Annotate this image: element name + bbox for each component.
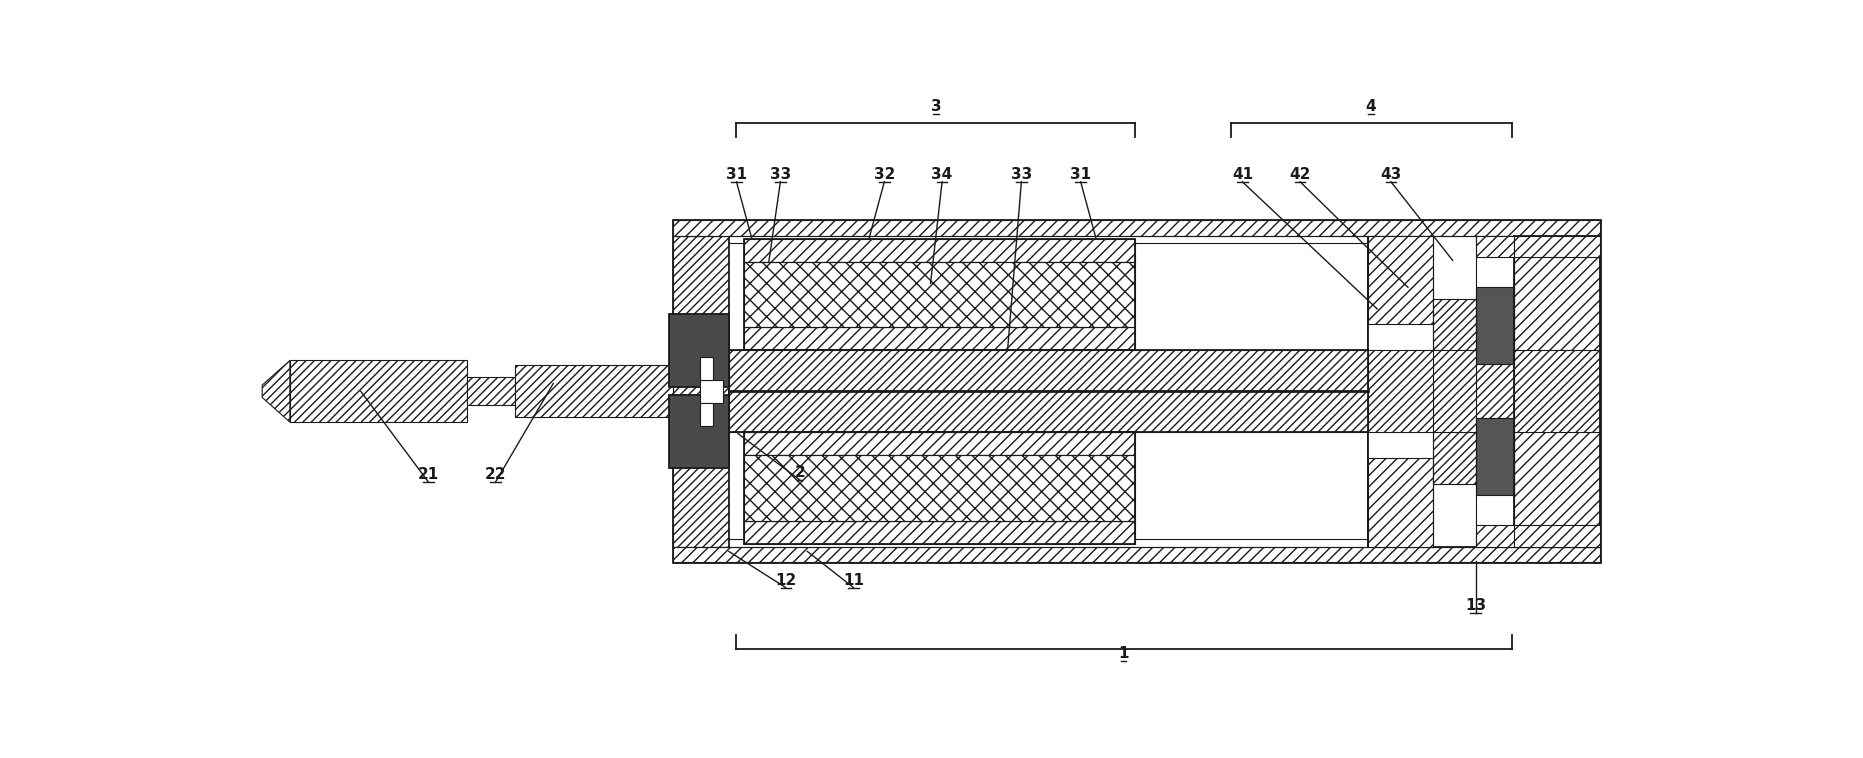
Bar [291, 361, 468, 422]
Bar [673, 221, 1600, 562]
Bar [673, 547, 1600, 562]
Bar [743, 239, 1135, 262]
Bar [468, 377, 514, 405]
Bar [1475, 236, 1600, 257]
Text: 22: 22 [484, 467, 507, 482]
Text: 31: 31 [1069, 167, 1092, 182]
Bar [514, 365, 673, 418]
Bar [743, 262, 1135, 327]
Text: 13: 13 [1464, 598, 1487, 613]
Text: 12: 12 [775, 572, 796, 587]
Text: 32: 32 [874, 167, 894, 182]
Bar [1367, 459, 1433, 547]
Text: 31: 31 [727, 167, 747, 182]
Text: 41: 41 [1231, 167, 1254, 182]
Text: 33: 33 [1012, 167, 1032, 182]
Bar [1475, 525, 1600, 547]
Text: 3: 3 [932, 99, 941, 114]
Bar [743, 432, 1135, 455]
Text: 43: 43 [1380, 167, 1401, 182]
Bar [699, 356, 714, 380]
Bar [1367, 350, 1600, 432]
Bar [1367, 236, 1600, 547]
Bar [1515, 236, 1600, 547]
Bar [1475, 418, 1515, 495]
Bar [728, 231, 1367, 551]
Text: 11: 11 [844, 572, 864, 587]
Text: 34: 34 [932, 167, 952, 182]
Text: 21: 21 [417, 467, 440, 482]
Bar [673, 221, 1600, 236]
Text: 4: 4 [1366, 99, 1377, 114]
Bar [1515, 236, 1600, 547]
Bar [728, 350, 1367, 432]
Bar [669, 395, 728, 468]
Bar [1475, 287, 1515, 365]
Text: 1: 1 [1118, 646, 1129, 661]
Bar [743, 432, 1135, 543]
Bar [728, 350, 1367, 432]
Bar [699, 402, 714, 426]
Bar [743, 239, 1135, 350]
Bar [699, 380, 723, 402]
Bar [1433, 299, 1475, 361]
Bar [673, 236, 730, 547]
Text: 33: 33 [769, 167, 792, 182]
Bar [669, 315, 728, 387]
Bar [1433, 422, 1475, 484]
Text: 2: 2 [794, 465, 805, 480]
Bar [1367, 236, 1433, 324]
Bar [743, 521, 1135, 543]
Text: 42: 42 [1289, 167, 1312, 182]
Bar [743, 455, 1135, 521]
Bar [743, 327, 1135, 350]
Polygon shape [263, 361, 291, 422]
